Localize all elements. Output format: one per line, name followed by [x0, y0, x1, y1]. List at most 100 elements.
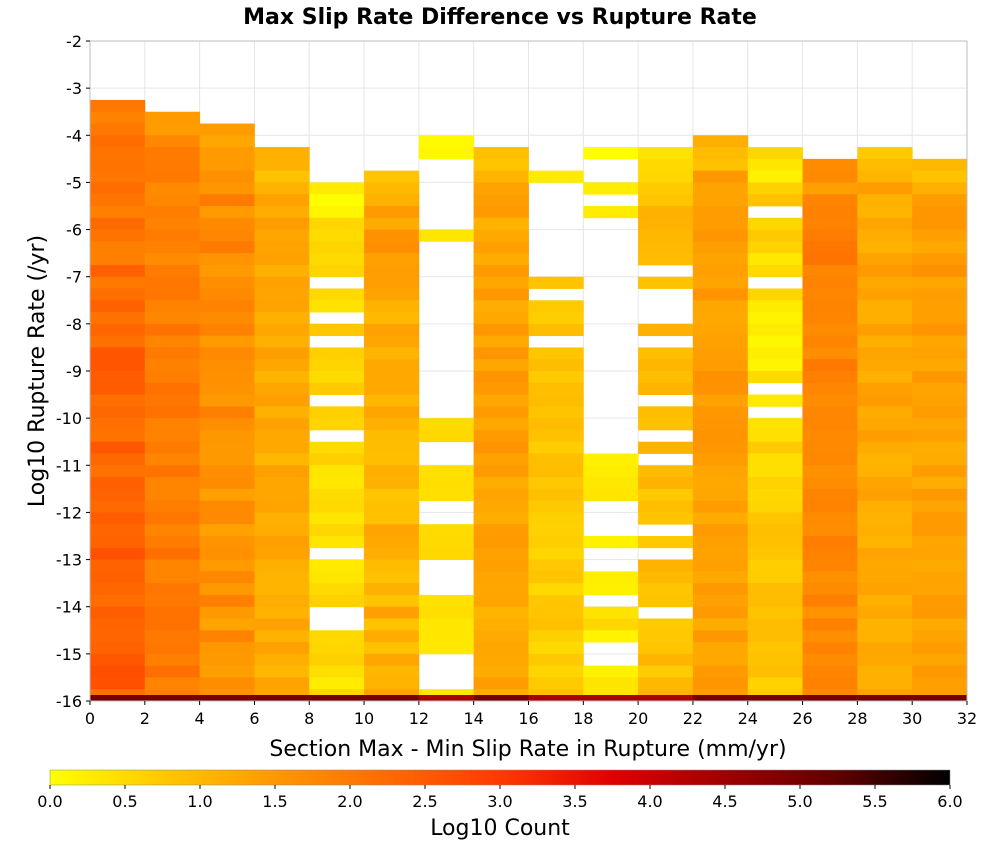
heatmap-cell [309, 583, 365, 596]
heatmap-cell [144, 653, 201, 667]
heatmap-cell [912, 312, 968, 325]
heatmap-cell [528, 665, 584, 678]
heatmap-cell [90, 382, 146, 395]
heatmap-cell [747, 170, 803, 183]
heatmap-cell [857, 594, 913, 608]
heatmap-cell [199, 441, 255, 454]
y-tick-label: -10 [56, 409, 82, 428]
heatmap-cell [473, 583, 529, 596]
heatmap-cell [364, 335, 420, 348]
heatmap-cell [528, 465, 584, 478]
heatmap-cell [912, 276, 968, 289]
heatmap-cell [473, 158, 529, 172]
heatmap-cell [857, 147, 913, 160]
y-tick-label: -16 [56, 692, 82, 711]
heatmap-cell [364, 606, 420, 619]
heatmap-cell [528, 677, 584, 690]
heatmap-cell [199, 217, 255, 230]
heatmap-cell [90, 253, 146, 266]
heatmap-cell [747, 182, 803, 195]
heatmap-cell [254, 418, 310, 431]
heatmap-cell [747, 323, 803, 337]
colorbar-tick-label: 0.0 [37, 792, 62, 811]
heatmap-cell [747, 500, 803, 513]
heatmap-cell [638, 512, 694, 525]
heatmap-cell [90, 677, 146, 690]
heatmap-cell [144, 217, 201, 230]
heatmap-cell [90, 618, 146, 631]
y-axis-label: Log10 Rupture Rate (/yr) [25, 235, 50, 507]
heatmap-cell [473, 217, 529, 230]
heatmap-cell [692, 406, 749, 419]
heatmap-cell [418, 642, 475, 655]
heatmap-cell [912, 253, 968, 266]
heatmap-cell [857, 206, 913, 219]
heatmap-cell [473, 418, 529, 431]
heatmap-cell [199, 536, 255, 549]
heatmap-cell [747, 429, 803, 443]
heatmap-cell [747, 158, 803, 172]
heatmap-cell [692, 524, 749, 537]
heatmap-cell [857, 441, 913, 454]
heatmap-cell-bottom [912, 695, 968, 701]
heatmap-cell [528, 630, 584, 643]
heatmap-cell [144, 465, 201, 478]
x-tick-label: 0 [85, 709, 95, 728]
heatmap-cell [364, 206, 420, 219]
heatmap-cell [583, 606, 639, 619]
heatmap-cell [912, 677, 968, 690]
heatmap-cell [144, 300, 201, 313]
heatmap-cell [254, 536, 310, 549]
heatmap-cell [473, 182, 529, 195]
heatmap-cell [857, 264, 913, 278]
heatmap-cell [528, 441, 584, 454]
heatmap-cell [528, 583, 584, 596]
heatmap-cell [418, 618, 475, 631]
heatmap-cell [857, 583, 913, 596]
heatmap-cell [364, 465, 420, 478]
heatmap-cell [473, 288, 529, 301]
heatmap-cell [528, 323, 584, 337]
heatmap-cell [418, 418, 475, 431]
heatmap-cell [364, 559, 420, 572]
heatmap-cell [309, 323, 365, 337]
heatmap-cell [90, 665, 146, 678]
heatmap-cell [90, 300, 146, 313]
heatmap-cell [90, 429, 146, 443]
heatmap-cell [473, 500, 529, 513]
heatmap-cell [309, 371, 365, 384]
heatmap-cell [90, 111, 146, 124]
x-tick-label: 16 [518, 709, 538, 728]
heatmap-cell [747, 536, 803, 549]
heatmap-cell [144, 170, 201, 183]
plot-area [89, 40, 968, 702]
heatmap-cell [912, 264, 968, 278]
heatmap-cell [802, 642, 858, 655]
heatmap-cell [364, 583, 420, 596]
heatmap-cell [583, 571, 639, 584]
heatmap-cell [583, 618, 639, 631]
heatmap-cell [473, 147, 529, 160]
heatmap-cell [692, 229, 749, 242]
heatmap-cell [802, 524, 858, 537]
heatmap-cell [473, 206, 529, 219]
heatmap-cell [199, 488, 255, 502]
heatmap-cell [254, 618, 310, 631]
heatmap-cell [802, 382, 858, 395]
heatmap-cell [364, 665, 420, 678]
heatmap-cell [364, 229, 420, 242]
heatmap-cell [144, 559, 201, 572]
y-axis-ticks: -2 -3 -4 -5 -6 -7 -8 -9 -10 -11 -12 -13 -14 -15 -16 [56, 32, 90, 711]
heatmap-cell [364, 500, 420, 513]
heatmap-cell [418, 606, 475, 619]
heatmap-cell [199, 559, 255, 572]
heatmap-cell [418, 594, 475, 608]
heatmap-cell [309, 241, 365, 254]
heatmap-cell [802, 335, 858, 348]
heatmap-cell [90, 194, 146, 207]
x-tick-label: 24 [738, 709, 758, 728]
heatmap-cell [144, 665, 201, 678]
heatmap-cell [802, 323, 858, 337]
heatmap-cell [638, 241, 694, 254]
heatmap-cell [309, 418, 365, 431]
